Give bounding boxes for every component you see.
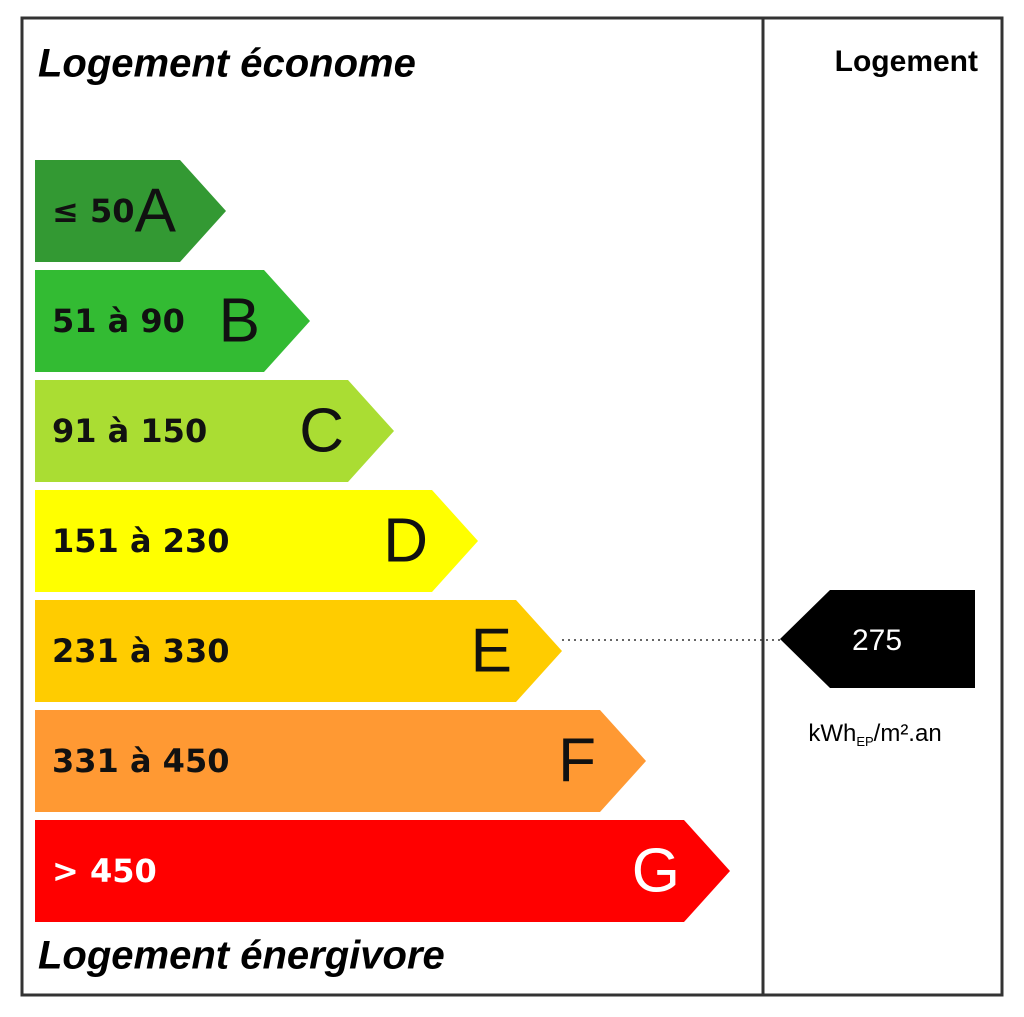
top-label: Logement économe	[38, 42, 416, 86]
class-range: 231 à 330	[52, 632, 229, 670]
class-bar	[35, 490, 478, 592]
unit-base: kWh	[808, 720, 856, 747]
class-bar	[35, 710, 646, 812]
class-bar	[35, 160, 226, 262]
class-letter: D	[383, 506, 428, 575]
class-letter: E	[471, 616, 512, 685]
class-range: 151 à 230	[52, 522, 229, 560]
bars: ≤ 50 A 51 à 90 B 91 à 150 C 151 à 230 D 231 à 33…	[35, 160, 730, 922]
frame	[20, 16, 1004, 997]
class-letter: A	[135, 176, 177, 245]
unit-rest: /m².an	[874, 720, 942, 747]
class-bar	[35, 820, 730, 922]
class-range: 91 à 150	[52, 412, 207, 450]
class-letter: F	[558, 726, 596, 795]
class-range: ≤ 50	[52, 192, 134, 230]
class-range: 51 à 90	[52, 302, 185, 340]
bottom-label: Logement énergivore	[38, 934, 445, 978]
rating-arrow	[780, 590, 975, 688]
class-bar	[35, 380, 394, 482]
class-letter: B	[219, 286, 260, 355]
class-letter: C	[299, 396, 344, 465]
rating-value: 275	[852, 624, 902, 657]
class-letter: G	[632, 836, 680, 905]
rating-unit: kWhEP/m².an	[808, 720, 941, 749]
class-bar	[35, 270, 310, 372]
column-header: Logement	[835, 45, 978, 78]
class-range: > 450	[52, 852, 157, 890]
class-range: 331 à 450	[52, 742, 229, 780]
class-bar	[35, 600, 562, 702]
unit-sub: EP	[856, 734, 873, 749]
